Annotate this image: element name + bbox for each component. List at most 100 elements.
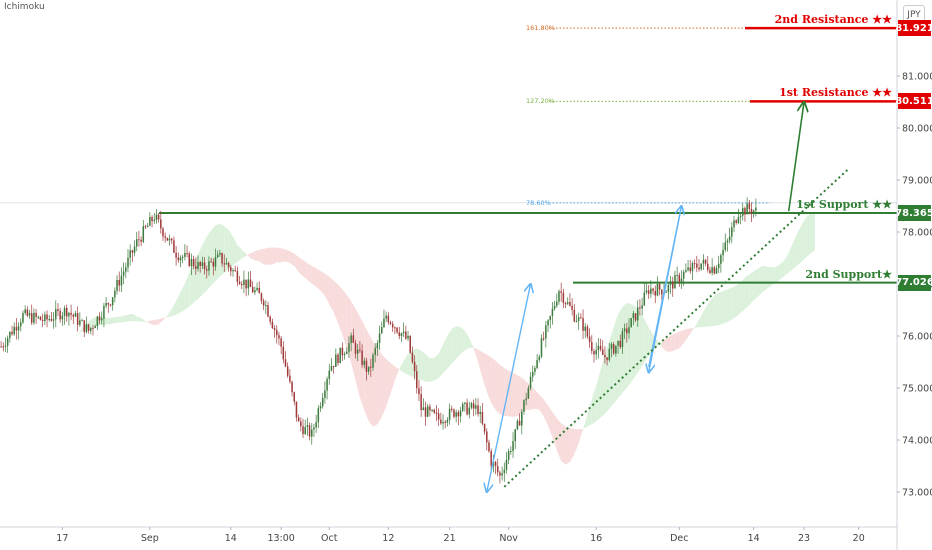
candle-body bbox=[453, 409, 455, 417]
cloud-segment bbox=[740, 277, 745, 313]
cloud-segment bbox=[478, 349, 483, 378]
cloud-segment bbox=[119, 315, 124, 323]
cloud-segment bbox=[565, 426, 570, 465]
cloud-segment bbox=[342, 289, 347, 349]
candle-body bbox=[630, 318, 632, 328]
candle-body bbox=[652, 288, 654, 291]
candle-body bbox=[232, 270, 234, 272]
candle-body bbox=[190, 258, 193, 266]
candle-body bbox=[748, 203, 751, 209]
cloud-segment bbox=[233, 236, 238, 266]
price-tick-label: 81.000 bbox=[902, 72, 932, 83]
cloud-segment bbox=[443, 335, 448, 374]
candle-body bbox=[731, 227, 733, 237]
candle-body bbox=[346, 351, 348, 354]
candle-body bbox=[435, 412, 438, 414]
candle-body bbox=[181, 256, 184, 258]
candle-body bbox=[402, 331, 405, 334]
candle-body bbox=[122, 271, 125, 276]
cloud-segment bbox=[784, 252, 789, 277]
time-tick-label: 13:00 bbox=[267, 533, 294, 544]
cloud-segment bbox=[701, 307, 706, 328]
candle-body bbox=[199, 262, 201, 266]
candle-body bbox=[501, 473, 503, 476]
candle-body bbox=[26, 309, 29, 316]
candle-body bbox=[580, 317, 582, 319]
cloud-segment bbox=[281, 248, 286, 263]
cloud-segment bbox=[377, 348, 382, 425]
cloud-segment bbox=[688, 328, 693, 337]
candle-body bbox=[68, 312, 70, 317]
cloud-segment bbox=[416, 348, 422, 380]
candle-body bbox=[275, 329, 278, 336]
candle-body bbox=[658, 283, 661, 290]
candle-body bbox=[464, 402, 466, 404]
candle-body bbox=[48, 318, 50, 320]
cloud-segment bbox=[464, 330, 470, 351]
candle-body bbox=[558, 291, 560, 302]
ichimoku-cloud bbox=[57, 211, 815, 465]
cloud-segment bbox=[368, 333, 374, 427]
candle-body bbox=[273, 328, 276, 330]
candle-body bbox=[540, 338, 543, 357]
candle-body bbox=[542, 338, 545, 340]
cloud-segment bbox=[394, 366, 400, 381]
candle-body bbox=[564, 303, 567, 305]
candle-body bbox=[726, 240, 729, 243]
cloud-segment bbox=[639, 313, 645, 370]
indicator-label[interactable]: Ichimoku bbox=[4, 2, 45, 12]
candle-body bbox=[133, 246, 136, 253]
candle-body bbox=[179, 257, 182, 261]
candle-body bbox=[545, 325, 547, 339]
candle-body bbox=[505, 459, 508, 470]
candle-body bbox=[245, 279, 247, 289]
candle-body bbox=[100, 318, 103, 321]
candle-body bbox=[418, 388, 420, 395]
candle-body bbox=[41, 320, 44, 322]
candle-body bbox=[96, 316, 99, 327]
candle-body bbox=[486, 431, 488, 443]
candle-body bbox=[409, 335, 411, 353]
candle-body bbox=[109, 304, 112, 306]
cloud-segment bbox=[793, 232, 798, 269]
candle-body bbox=[289, 375, 291, 382]
candle-body bbox=[243, 279, 245, 286]
cloud-segment bbox=[696, 315, 702, 328]
candle-body bbox=[448, 408, 451, 420]
candle-body bbox=[153, 219, 156, 222]
candle-body bbox=[175, 252, 177, 258]
candle-body bbox=[451, 408, 453, 410]
price-tick-label: 78.000 bbox=[902, 228, 932, 239]
time-tick-label: 16 bbox=[590, 533, 602, 544]
candle-body bbox=[405, 331, 407, 339]
candle-body bbox=[94, 326, 96, 329]
candle-body bbox=[411, 352, 414, 362]
candle-body bbox=[538, 356, 541, 360]
cloud-segment bbox=[736, 282, 741, 317]
candle-body bbox=[717, 263, 720, 269]
price-tick-label: 76.000 bbox=[902, 332, 932, 343]
price-tick-label: 74.000 bbox=[902, 436, 932, 447]
candle-body bbox=[687, 267, 689, 271]
candle-body bbox=[394, 327, 396, 329]
candle-body bbox=[536, 359, 538, 369]
candle-body bbox=[693, 263, 696, 265]
candle-body bbox=[376, 343, 379, 349]
candle-body bbox=[247, 279, 250, 289]
candle-body bbox=[131, 250, 134, 253]
candle-body bbox=[313, 427, 315, 430]
cloud-segment bbox=[246, 253, 251, 259]
time-tick-label: Sep bbox=[141, 533, 159, 544]
candle-body bbox=[142, 226, 145, 242]
candle-body bbox=[166, 237, 169, 241]
candle-body bbox=[728, 236, 731, 241]
candle-body bbox=[735, 220, 737, 223]
candle-body bbox=[85, 324, 88, 333]
candle-body bbox=[269, 316, 271, 322]
cloud-segment bbox=[289, 251, 295, 266]
candle-body bbox=[61, 315, 64, 320]
cloud-segment bbox=[670, 333, 675, 352]
cloud-segment bbox=[622, 303, 627, 394]
